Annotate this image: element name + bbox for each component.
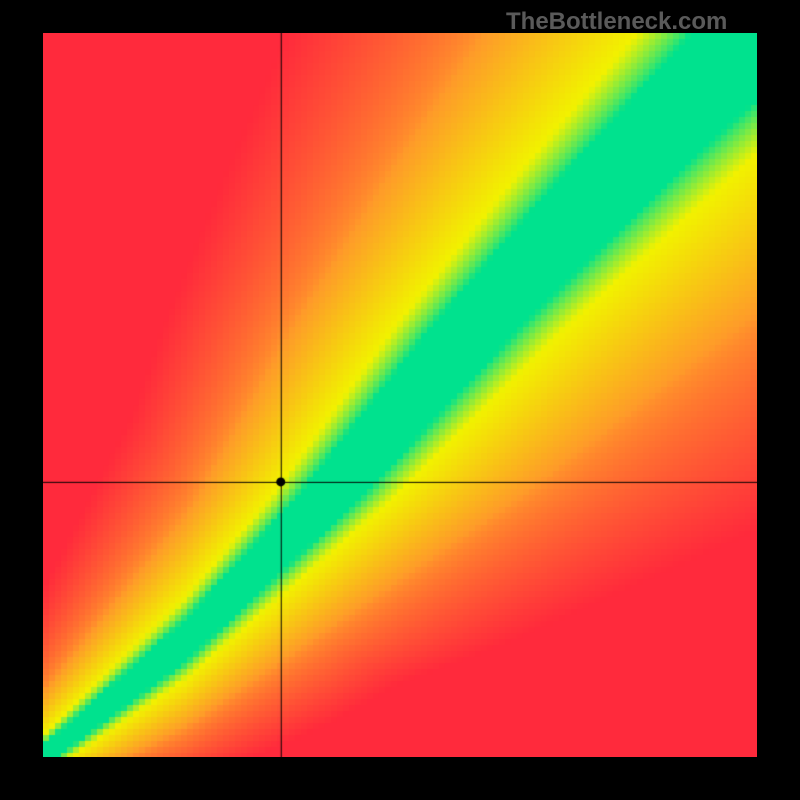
chart-container: TheBottleneck.com [0,0,800,800]
watermark-label: TheBottleneck.com [506,8,727,36]
bottleneck-heatmap [43,33,757,757]
